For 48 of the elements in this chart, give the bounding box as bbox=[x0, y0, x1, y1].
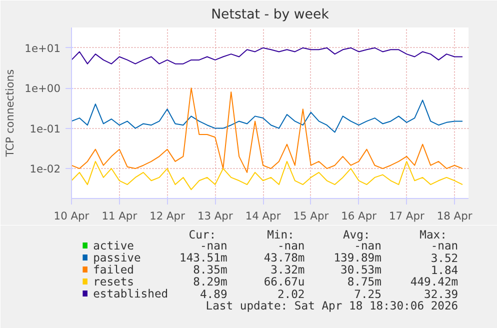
text: 8.35m bbox=[193, 262, 228, 276]
x-tick-label: 10 Apr bbox=[54, 210, 90, 222]
x-tick-label: 11 Apr bbox=[102, 210, 138, 222]
legend-label: passive bbox=[93, 250, 141, 264]
x-tick-label: 14 Apr bbox=[245, 210, 282, 222]
text: 143.51m bbox=[180, 250, 228, 264]
text: 8.29m bbox=[193, 274, 228, 288]
y-axis-title: TCP connections bbox=[4, 68, 17, 158]
line-series bbox=[72, 100, 464, 133]
x-tick-label: 18 Apr bbox=[436, 210, 473, 222]
y-tick-label: 1e-02 bbox=[30, 162, 61, 176]
text: 3.52 bbox=[430, 251, 458, 265]
text: 1.84 bbox=[430, 263, 458, 277]
text: 449.42m bbox=[410, 274, 458, 288]
x-tick-label: 15 Apr bbox=[293, 210, 330, 222]
text: 66.67u bbox=[264, 274, 305, 288]
text: Avg: bbox=[342, 228, 370, 242]
text: Max: bbox=[420, 228, 447, 242]
text: 30.53m bbox=[340, 262, 382, 276]
line-series bbox=[72, 88, 464, 173]
x-tick-label: 13 Apr bbox=[197, 210, 234, 222]
legend-label: resets bbox=[93, 274, 134, 288]
text: 7.25 bbox=[354, 287, 382, 301]
x-tick-label: 17 Apr bbox=[388, 210, 425, 222]
text: -nan bbox=[277, 238, 305, 252]
y-tick-label: 1e+00 bbox=[24, 82, 61, 96]
text: 2.02 bbox=[277, 287, 305, 301]
text: 43.78m bbox=[264, 250, 305, 264]
text: 139.89m bbox=[334, 250, 382, 264]
text: 4.89 bbox=[200, 287, 228, 301]
text: Min: bbox=[267, 228, 294, 242]
legend-label: established bbox=[93, 286, 168, 300]
text: -nan bbox=[430, 238, 458, 252]
text: 32.39 bbox=[424, 287, 458, 301]
x-tick-label: 16 Apr bbox=[341, 210, 378, 222]
legend-label: failed bbox=[93, 262, 134, 276]
text: -nan bbox=[200, 238, 228, 252]
line-series bbox=[72, 160, 464, 190]
y-tick-label: 1e-01 bbox=[30, 122, 61, 136]
text: Last update: Sat Apr 18 18:30:06 2026 bbox=[206, 298, 458, 312]
y-tick-label: 1e+01 bbox=[24, 42, 61, 55]
x-tick-label: 12 Apr bbox=[150, 210, 186, 222]
text: 3.32m bbox=[270, 262, 305, 276]
legend-label: active bbox=[93, 238, 134, 252]
text: Cur: bbox=[188, 228, 216, 242]
text: 8.75m bbox=[347, 274, 382, 288]
line-series bbox=[72, 47, 464, 64]
chart-title: Netstat - by week bbox=[211, 8, 330, 22]
